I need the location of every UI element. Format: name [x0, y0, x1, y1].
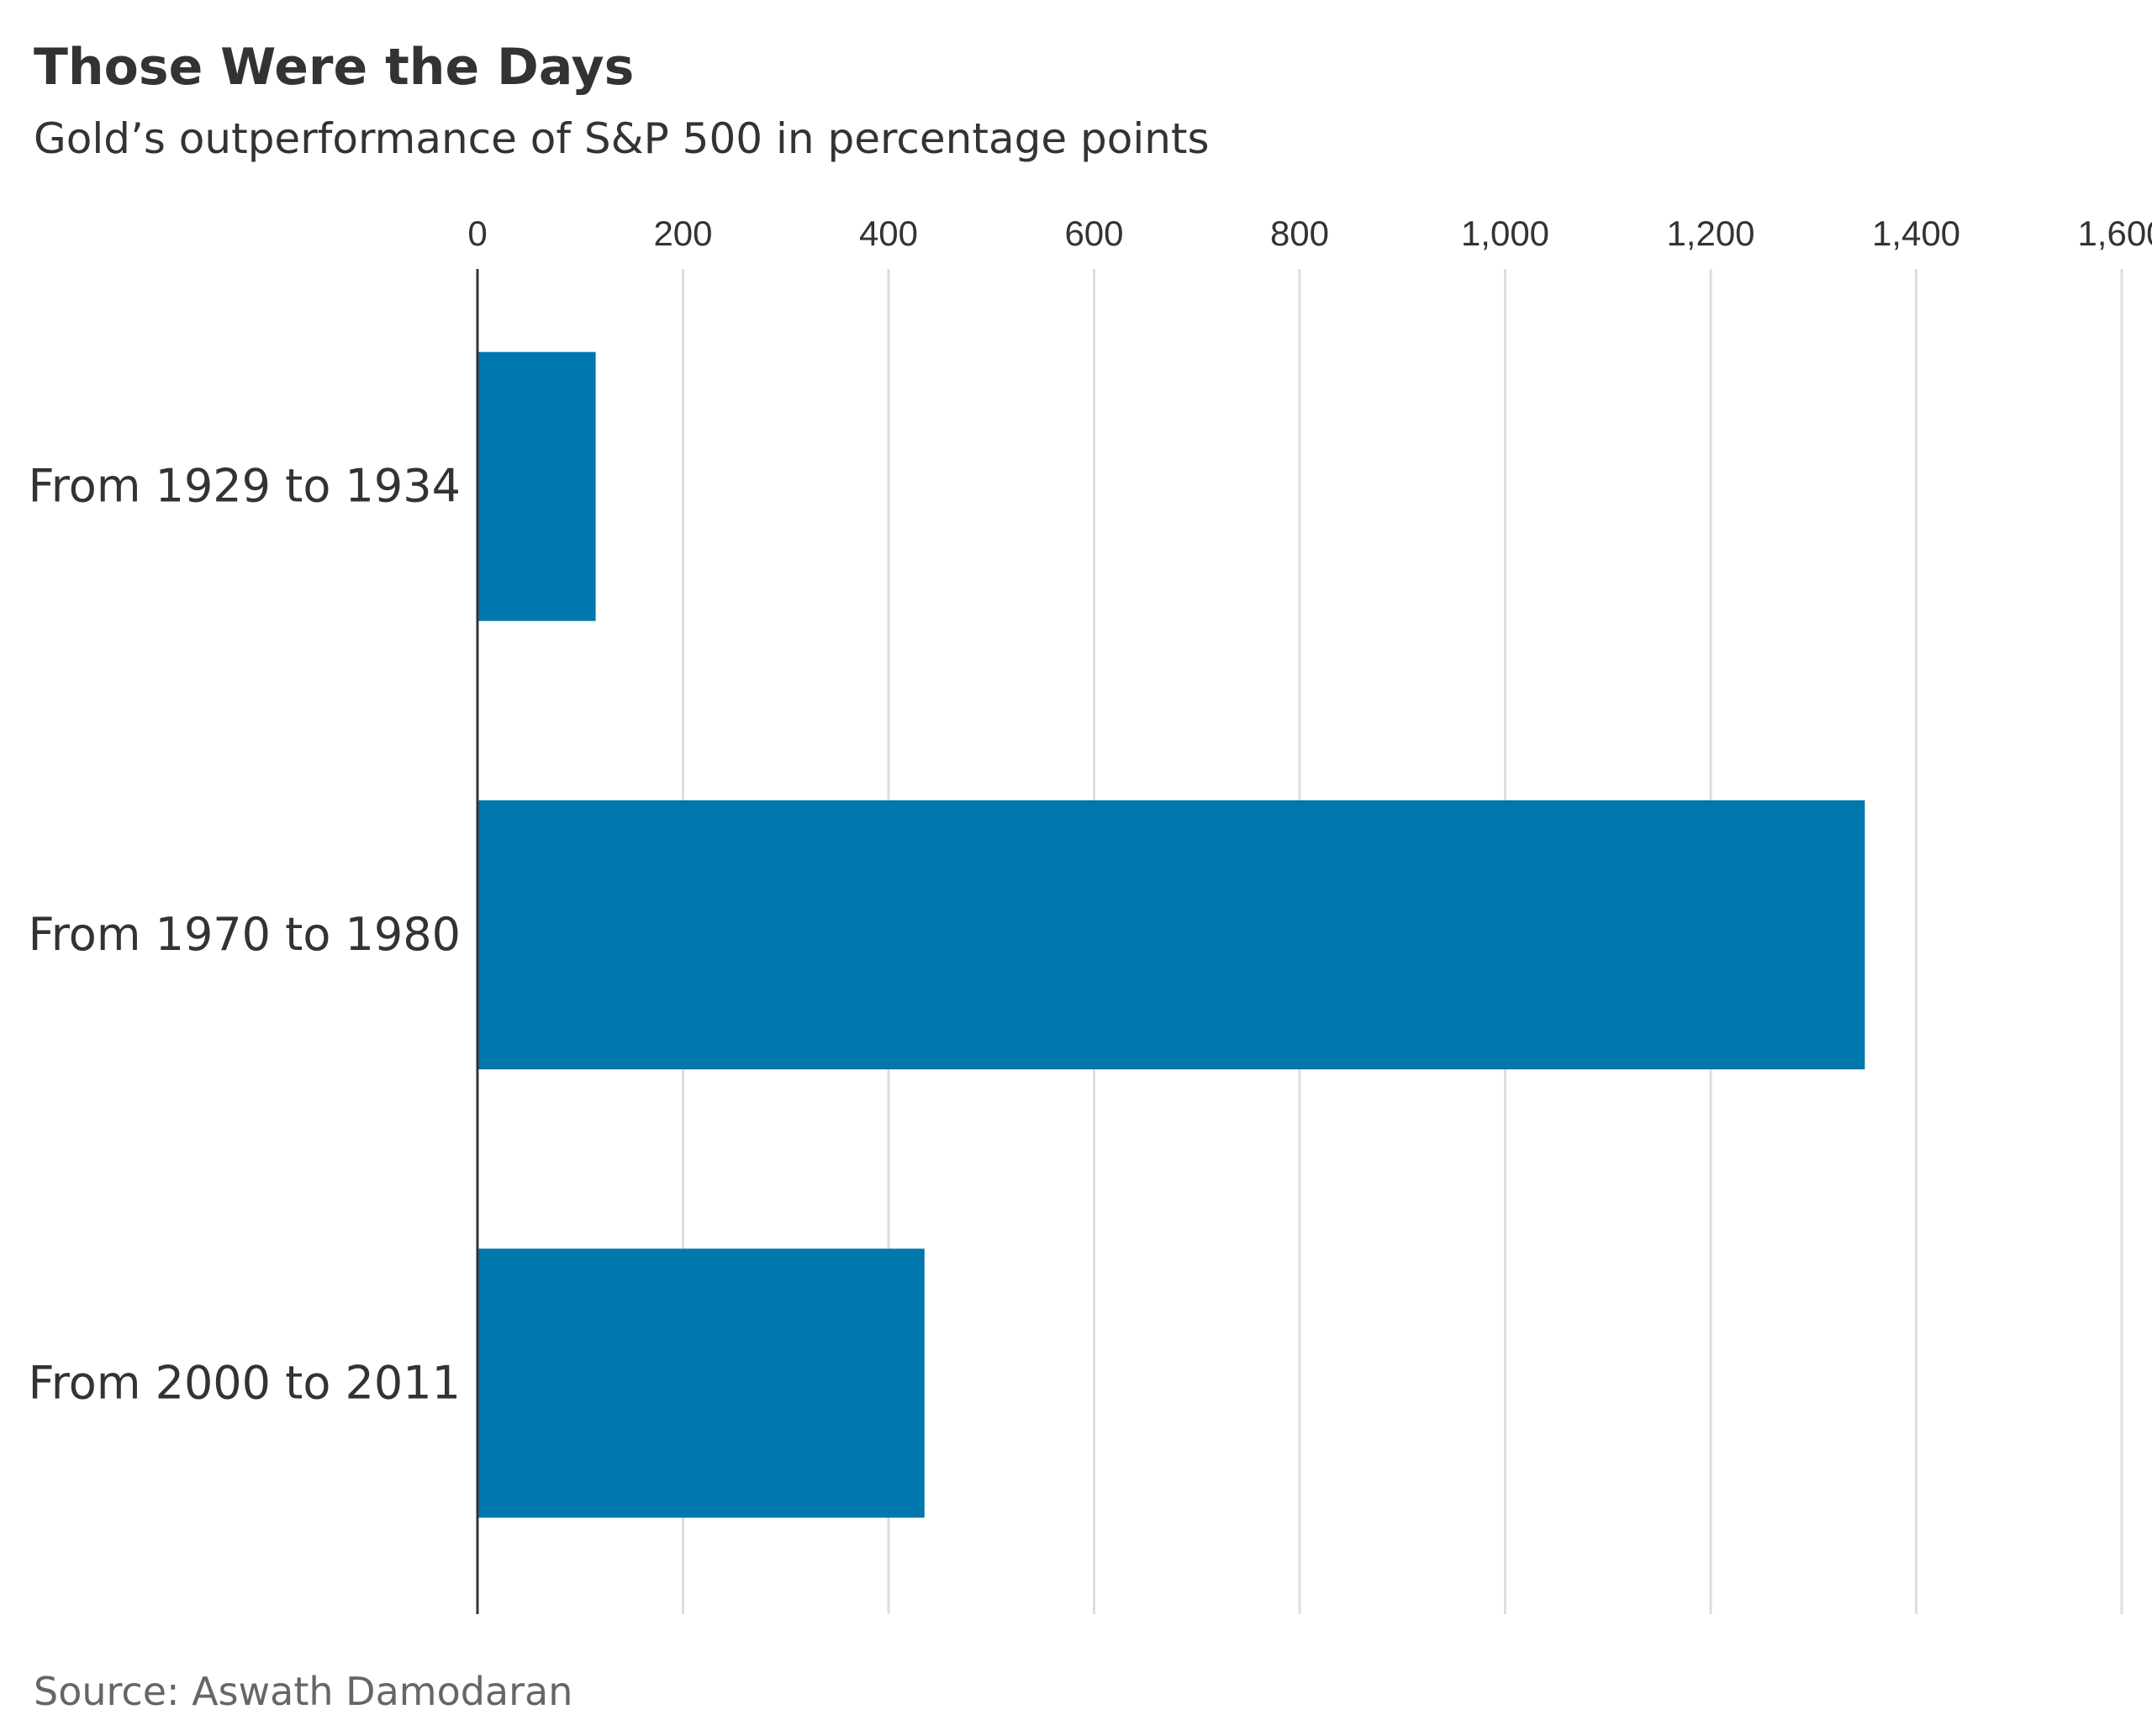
chart-title: Those Were the Days: [34, 38, 634, 97]
x-tick-label: 400: [859, 214, 918, 253]
x-tick-label: 1,600: [2077, 214, 2152, 253]
y-tick-label: From 1929 to 1934: [29, 460, 461, 513]
y-tick-label: From 2000 to 2011: [29, 1356, 461, 1409]
x-tick-label: 1,200: [1666, 214, 1754, 253]
x-tick-label: 1,400: [1872, 214, 1960, 253]
x-tick-label: 200: [653, 214, 712, 253]
source: Source: Aswath Damodaran: [34, 1669, 572, 1714]
x-tick-label: 600: [1064, 214, 1123, 253]
y-tick-label: From 1970 to 1980: [29, 908, 461, 961]
x-tick-label: 0: [467, 214, 487, 253]
chart-subtitle: Gold’s outperformance of S&P 500 in perc…: [34, 114, 1210, 163]
bar: [477, 800, 1865, 1069]
bar: [477, 1248, 925, 1518]
bar: [477, 351, 596, 621]
x-tick-label: 800: [1270, 214, 1329, 253]
x-tick-label: 1,000: [1461, 214, 1549, 253]
